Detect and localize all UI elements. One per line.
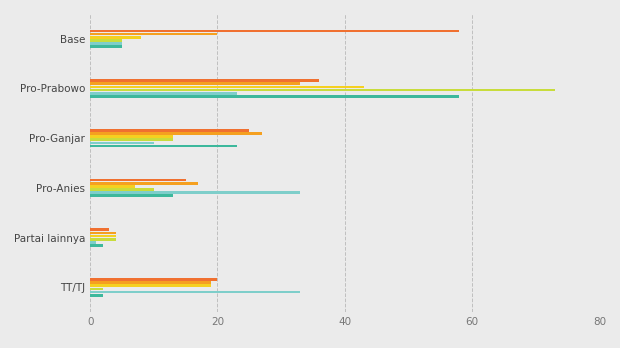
Bar [90, 278, 218, 281]
Bar [90, 42, 122, 45]
Bar [90, 235, 115, 237]
Bar [90, 195, 173, 197]
Bar [90, 179, 185, 182]
Bar [90, 188, 154, 191]
Bar [90, 229, 109, 231]
Bar [90, 291, 300, 293]
Bar [90, 142, 154, 144]
Bar [90, 30, 459, 32]
Bar [90, 92, 237, 95]
Bar [90, 129, 249, 132]
Bar [90, 288, 103, 290]
Bar [90, 36, 141, 39]
Bar [90, 86, 364, 88]
Bar [90, 39, 122, 42]
Bar [90, 281, 211, 284]
Bar [90, 182, 198, 185]
Bar [90, 191, 300, 194]
Bar [90, 139, 173, 141]
Bar [90, 284, 211, 287]
Bar [90, 244, 103, 247]
Bar [90, 241, 97, 244]
Bar [90, 45, 122, 48]
Bar [90, 238, 115, 240]
Bar [90, 79, 319, 82]
Bar [90, 33, 218, 35]
Bar [90, 294, 103, 296]
Bar [90, 185, 135, 188]
Bar [90, 132, 262, 135]
Bar [90, 82, 300, 85]
Bar [90, 95, 459, 98]
Bar [90, 135, 173, 138]
Bar [90, 89, 555, 92]
Bar [90, 145, 237, 148]
Bar [90, 232, 115, 234]
